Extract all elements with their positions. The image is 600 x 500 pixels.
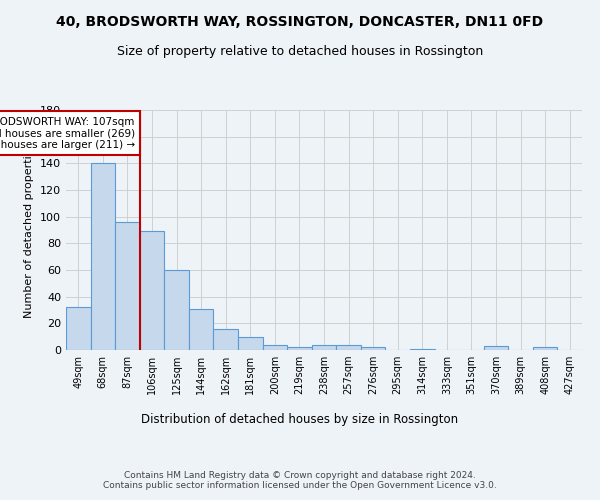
Bar <box>115 222 140 350</box>
Bar <box>238 336 263 350</box>
Bar <box>263 344 287 350</box>
Bar <box>91 164 115 350</box>
Bar <box>410 348 434 350</box>
Bar <box>336 344 361 350</box>
Bar <box>164 270 189 350</box>
Y-axis label: Number of detached properties: Number of detached properties <box>25 142 34 318</box>
Bar <box>312 344 336 350</box>
Text: Contains HM Land Registry data © Crown copyright and database right 2024.
Contai: Contains HM Land Registry data © Crown c… <box>103 470 497 490</box>
Bar <box>484 346 508 350</box>
Text: Size of property relative to detached houses in Rossington: Size of property relative to detached ho… <box>117 45 483 58</box>
Bar <box>66 308 91 350</box>
Bar <box>214 328 238 350</box>
Text: 40, BRODSWORTH WAY, ROSSINGTON, DONCASTER, DN11 0FD: 40, BRODSWORTH WAY, ROSSINGTON, DONCASTE… <box>56 15 544 29</box>
Bar <box>140 232 164 350</box>
Text: 40 BRODSWORTH WAY: 107sqm
← 55% of detached houses are smaller (269)
43% of semi: 40 BRODSWORTH WAY: 107sqm ← 55% of detac… <box>0 116 135 150</box>
Bar <box>189 308 214 350</box>
Bar <box>361 348 385 350</box>
Bar <box>533 348 557 350</box>
Bar <box>287 348 312 350</box>
Text: Distribution of detached houses by size in Rossington: Distribution of detached houses by size … <box>142 412 458 426</box>
